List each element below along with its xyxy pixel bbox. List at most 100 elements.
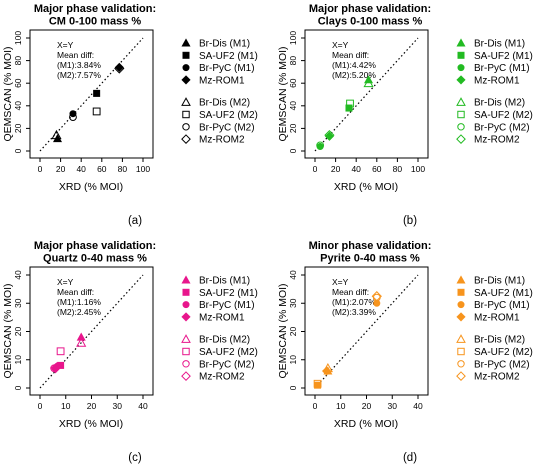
panel-d: Minor phase validation:Pyrite 0-40 mass … — [277, 240, 533, 464]
legend-marker — [456, 75, 466, 85]
legend-marker — [182, 360, 190, 368]
y-axis-label: QEMSCAN (% MOI) — [2, 46, 14, 141]
y-axis-label: QEMSCAN (% MOI) — [277, 46, 289, 141]
annotation-line: X=Y — [57, 40, 74, 50]
x-tick-label: 20 — [87, 401, 97, 411]
legend-marker — [182, 64, 190, 72]
legend-marker — [181, 38, 191, 47]
legend-marker — [457, 64, 465, 72]
legend-label: Br-Dis (M1) — [199, 39, 250, 50]
legend-label: Mz-ROM2 — [199, 372, 245, 383]
legend-marker — [181, 134, 191, 144]
data-point-diamond-filled — [114, 62, 124, 72]
legend-label: SA-UF2 (M2) — [199, 110, 258, 121]
data-point-square-open — [313, 379, 322, 388]
data-point-square-open — [56, 347, 65, 356]
x-tick-label: 60 — [97, 164, 107, 174]
legend-label: Br-Dis (M2) — [474, 98, 525, 109]
y-tick-label: 20 — [13, 327, 23, 337]
legend-marker — [457, 51, 465, 59]
x-tick-label: 100 — [136, 164, 150, 174]
data-point-triangle-open — [76, 337, 87, 347]
legend-label: Mz-ROM2 — [199, 135, 245, 146]
legend-label: Mz-ROM1 — [199, 312, 245, 323]
y-tick-label: 60 — [13, 78, 23, 88]
legend-marker — [181, 275, 191, 284]
legend-marker — [182, 110, 190, 119]
legend-marker — [181, 371, 191, 381]
x-tick-label: 20 — [56, 164, 66, 174]
legend-label: Mz-ROM1 — [474, 75, 520, 86]
chart-title-line: Quartz 0-40 mass % — [43, 253, 147, 265]
y-tick-label: 40 — [288, 101, 298, 111]
legend-marker — [182, 51, 190, 59]
legend-label: Br-PyC (M1) — [474, 63, 530, 74]
y-axis-label: QEMSCAN (% MOI) — [277, 283, 289, 378]
legend-label: Br-PyC (M2) — [474, 359, 530, 370]
data-point-diamond-filled — [322, 366, 332, 376]
legend-label: Br-Dis (M2) — [199, 335, 250, 346]
annotation-line: Mean diff: — [332, 287, 369, 297]
plot-frame — [29, 29, 154, 159]
x-tick-label: 20 — [331, 164, 341, 174]
panel-c: Major phase validation:Quartz 0-40 mass … — [2, 240, 258, 464]
x-tick-label: 80 — [393, 164, 403, 174]
x-tick-label: 40 — [351, 164, 361, 174]
x-tick-label: 40 — [76, 164, 86, 174]
data-point-diamond-open — [50, 363, 61, 374]
legend-marker — [456, 97, 466, 106]
data-point-triangle-open — [51, 129, 62, 140]
annotation-line: (M2):2.45% — [57, 307, 101, 317]
annotation-line: (M2):5.20% — [332, 70, 376, 80]
x-equals-y-line — [314, 274, 419, 389]
data-point-square-filled — [345, 104, 353, 112]
x-tick-label: 80 — [118, 164, 128, 174]
x-axis-label: XRD (% MOI) — [59, 418, 123, 430]
legend-label: Br-PyC (M2) — [474, 122, 530, 133]
annotation-line: Mean diff: — [57, 50, 94, 60]
annotation-line: Mean diff: — [57, 287, 94, 297]
legend-label: Br-Dis (M2) — [474, 335, 525, 346]
y-tick-label: 80 — [13, 56, 23, 66]
legend-marker — [182, 347, 190, 356]
x-tick-label: 30 — [113, 401, 123, 411]
legend-marker — [457, 123, 465, 131]
chart-title-line: Major phase validation: — [34, 3, 156, 15]
legend-label: SA-UF2 (M1) — [474, 51, 533, 62]
y-tick-label: 40 — [288, 270, 298, 280]
legend-marker — [457, 360, 465, 368]
y-tick-label: 10 — [13, 355, 23, 365]
y-tick-label: 100 — [288, 31, 298, 45]
x-axis-label: XRD (% MOI) — [59, 181, 123, 193]
legend-label: SA-UF2 (M1) — [199, 288, 258, 299]
legend-label: Br-Dis (M1) — [199, 276, 250, 287]
x-axis-label: XRD (% MOI) — [334, 181, 398, 193]
legend-marker — [181, 75, 191, 85]
y-tick-label: 40 — [13, 270, 23, 280]
legend-marker — [456, 312, 466, 322]
data-point-triangle-open — [363, 77, 374, 88]
legend-marker — [181, 97, 191, 106]
annotation-line: Mean diff: — [332, 50, 369, 60]
panel-b: Major phase validation:Clays 0-100 mass … — [277, 3, 533, 227]
legend-label: Mz-ROM2 — [474, 372, 520, 383]
legend-label: SA-UF2 (M2) — [474, 110, 533, 121]
legend-label: Br-PyC (M1) — [199, 300, 255, 311]
annotation-line: (M2):7.57% — [57, 70, 101, 80]
panel-label: (c) — [128, 452, 142, 464]
annotation-line: (M1):2.07% — [332, 297, 376, 307]
data-point-diamond-open — [114, 63, 125, 74]
x-tick-label: 10 — [61, 401, 71, 411]
legend-label: SA-UF2 (M2) — [199, 347, 258, 358]
x-axis-label: XRD (% MOI) — [334, 418, 398, 430]
annotation-line: X=Y — [57, 277, 74, 287]
chart-title-line: Pyrite 0-40 mass % — [320, 253, 420, 265]
legend-marker — [457, 288, 465, 296]
legend-label: Mz-ROM1 — [474, 312, 520, 323]
annotation-line: X=Y — [332, 40, 349, 50]
chart-title-line: Minor phase validation: — [309, 240, 432, 252]
legend-label: Mz-ROM2 — [474, 135, 520, 146]
x-tick-label: 10 — [336, 401, 346, 411]
data-point-square-filled — [93, 89, 101, 97]
